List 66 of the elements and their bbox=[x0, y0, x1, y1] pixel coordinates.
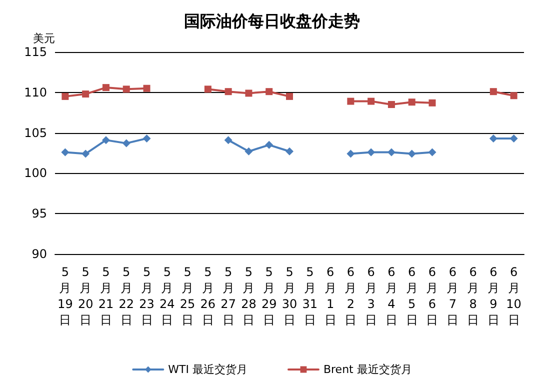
x-tick-label: 5月31日 bbox=[302, 265, 318, 327]
point bbox=[265, 140, 274, 149]
x-tick-label: 6月7日 bbox=[446, 265, 459, 327]
point bbox=[102, 136, 110, 144]
chart-title: 国际油价每日收盘价走势 bbox=[184, 12, 360, 30]
x-tick-label: 6月6日 bbox=[426, 265, 438, 327]
x-tick-label: 6月2日 bbox=[344, 265, 357, 327]
point bbox=[408, 150, 416, 158]
point bbox=[490, 88, 497, 96]
point bbox=[368, 98, 375, 105]
y-axis-title: 美元 bbox=[33, 32, 55, 45]
point bbox=[122, 86, 130, 93]
x-tick-label: 6月9日 bbox=[487, 265, 500, 327]
point bbox=[489, 134, 498, 142]
point bbox=[143, 84, 150, 92]
legend-label: WTI 最近交货月 bbox=[168, 363, 248, 376]
point bbox=[204, 86, 212, 93]
x-tick-label: 5月26日 bbox=[200, 265, 216, 327]
x-tick-label: 5月21日 bbox=[98, 265, 114, 327]
point bbox=[388, 101, 395, 108]
x-tick-label: 6月3日 bbox=[365, 265, 378, 327]
point bbox=[266, 88, 273, 96]
x-tick-label: 6月8日 bbox=[467, 265, 480, 327]
point bbox=[286, 147, 294, 156]
point bbox=[142, 134, 151, 142]
y-tick-label: 90 bbox=[32, 247, 47, 261]
x-tick-label: 6月1日 bbox=[324, 265, 336, 327]
point bbox=[61, 148, 70, 156]
point bbox=[62, 92, 69, 100]
point bbox=[387, 148, 396, 156]
point bbox=[244, 147, 253, 156]
y-tick-label: 95 bbox=[32, 206, 47, 221]
legend-label: Brent 最近交货月 bbox=[323, 363, 412, 376]
point bbox=[286, 92, 293, 100]
point bbox=[347, 98, 354, 105]
point bbox=[367, 148, 376, 156]
y-tick-label: 105 bbox=[24, 126, 47, 140]
point bbox=[408, 98, 416, 106]
x-tick-label: 5月24日 bbox=[160, 265, 175, 327]
point bbox=[245, 90, 252, 97]
point bbox=[82, 150, 90, 158]
x-tick-label: 5月30日 bbox=[282, 265, 298, 327]
x-tick-label: 5月25日 bbox=[180, 265, 196, 327]
x-tick-label: 5月23日 bbox=[139, 265, 154, 327]
y-tick-label: 110 bbox=[24, 85, 47, 100]
y-tick-label: 100 bbox=[24, 166, 47, 180]
x-tick-label: 6月5日 bbox=[406, 265, 418, 327]
point bbox=[224, 136, 232, 144]
point bbox=[428, 148, 436, 156]
point bbox=[122, 139, 130, 148]
point bbox=[224, 88, 232, 96]
point bbox=[346, 150, 355, 158]
point bbox=[428, 99, 436, 106]
x-tick-label: 5月22日 bbox=[118, 265, 134, 327]
x-tick-label: 6月4日 bbox=[385, 265, 398, 327]
x-tick-label: 5月29日 bbox=[261, 265, 277, 327]
point bbox=[510, 134, 518, 142]
x-tick-label: 6月10日 bbox=[506, 265, 522, 327]
point bbox=[82, 90, 90, 98]
x-tick-label: 5月28日 bbox=[241, 265, 256, 327]
point bbox=[510, 92, 518, 100]
point bbox=[102, 84, 110, 92]
x-tick-label: 5月19日 bbox=[58, 265, 73, 327]
x-tick-label: 5月20日 bbox=[78, 265, 94, 327]
y-tick-label: 115 bbox=[24, 45, 47, 59]
x-tick-label: 5月27日 bbox=[220, 265, 236, 327]
